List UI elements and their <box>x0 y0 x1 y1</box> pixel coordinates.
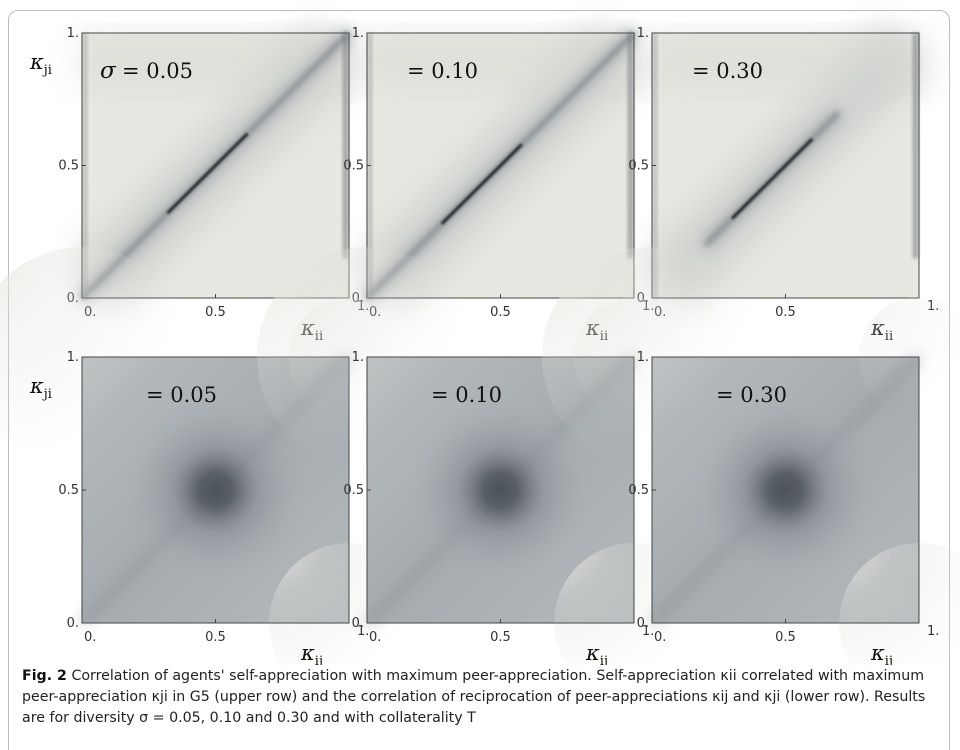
x-tick-label: 0.5 <box>775 630 796 645</box>
x-axis-label: κij <box>870 641 893 665</box>
figure-label: Fig. 2 <box>22 668 67 684</box>
sigma-value-label: = 0.30 <box>716 383 787 407</box>
heatmap-panel: 0.0.51.0. 0.5 1.κij= 0.30 <box>542 247 960 665</box>
y-tick-label: 0.5 <box>58 483 79 498</box>
x-tick-label: 1. <box>927 624 939 639</box>
y-tick-label: 0.5 <box>343 159 364 174</box>
y-tick-label: 1. <box>352 350 364 365</box>
y-tick-label: 0.5 <box>628 159 649 174</box>
y-tick-label: 1. <box>67 26 79 41</box>
x-tick-label: 1. <box>357 624 369 639</box>
y-tick-label: 0. <box>352 616 364 631</box>
y-tick-label: 1. <box>637 26 649 41</box>
sigma-value-label: = 0.05 <box>122 59 193 83</box>
y-tick-label: 0. <box>637 616 649 631</box>
x-tick-label: 0.5 <box>205 630 226 645</box>
y-tick-label: 0.5 <box>58 159 79 174</box>
y-axis-label: κji <box>29 374 52 402</box>
corner-fade <box>839 543 960 665</box>
sigma-value-label: = 0.10 <box>431 383 502 407</box>
figure-panels: 0.0.51.0.0.51.κiiκjiσ= 0.050.0.51.0.0.51… <box>0 24 960 665</box>
figure-title: Correlation of agents' self-appreciation… <box>71 668 592 684</box>
x-tick-label: 0.5 <box>775 305 796 320</box>
y-tick-label: 0.5 <box>628 483 649 498</box>
density-peak <box>690 395 881 585</box>
x-tick-label: 0.5 <box>490 630 511 645</box>
density-ridge-core <box>166 132 249 215</box>
density-edge-right <box>913 33 918 259</box>
heatmap-panel: 0.0.51.0.0.51.κii= 0.30 <box>628 24 939 344</box>
y-axis-label: κji <box>29 50 52 78</box>
sigma-symbol: σ <box>100 58 117 84</box>
density-ridge-core <box>731 137 814 220</box>
y-tick-label: 1. <box>67 350 79 365</box>
sigma-value-label: = 0.30 <box>692 59 763 83</box>
density-peak <box>405 395 596 585</box>
heatmap-panel: 0.0.51.0.0.51.κii= 0.10 <box>343 24 654 344</box>
x-tick-label: 0. <box>654 630 666 645</box>
density-ridge-core <box>440 143 523 225</box>
y-tick-label: 1. <box>352 26 364 41</box>
x-tick-label: 1. <box>642 624 654 639</box>
density-edge-right <box>628 33 633 259</box>
x-axis-label: κij <box>300 641 323 665</box>
density-haze-top <box>652 33 919 92</box>
sigma-value-label: = 0.10 <box>407 59 478 83</box>
figure-caption: Fig. 2 Correlation of agents' self-appre… <box>22 666 942 729</box>
y-tick-label: 1. <box>637 350 649 365</box>
y-tick-label: 0.5 <box>343 483 364 498</box>
x-tick-label: 0.5 <box>205 305 226 320</box>
density-peak <box>120 395 311 585</box>
figure-caption-body: Self-appreciation κii correlated with ma… <box>22 668 926 726</box>
density-edge-right <box>343 33 348 259</box>
x-tick-label: 0. <box>369 630 381 645</box>
y-tick-label: 0. <box>67 616 79 631</box>
sigma-value-label: = 0.05 <box>146 383 217 407</box>
x-axis-label: κij <box>585 641 608 665</box>
x-tick-label: 0.5 <box>490 305 511 320</box>
x-tick-label: 0. <box>84 630 96 645</box>
